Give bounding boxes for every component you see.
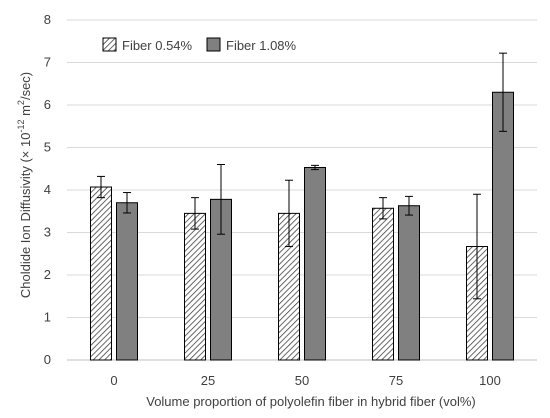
- x-tick-label: 100: [479, 373, 501, 388]
- y-axis-title-prefix: Choldide Ion Diffusivity (× 10: [18, 133, 33, 299]
- x-axis-title: Volume proportion of polyolefin fiber in…: [146, 394, 476, 409]
- bar-fiber-108-50: [304, 166, 326, 361]
- error-bars: [97, 52, 507, 300]
- gridlines: [67, 19, 537, 318]
- y-axis-title-exponent2: 2: [16, 100, 26, 105]
- x-tick-label: 0: [110, 373, 117, 388]
- bar-fiber-108-75: [398, 205, 420, 361]
- y-tick-label: 2: [44, 267, 51, 282]
- x-tick-label: 25: [201, 373, 215, 388]
- y-tick-label: 7: [44, 55, 51, 70]
- legend: Fiber 0.54% Fiber 1.08%: [102, 37, 297, 53]
- y-tick-label: 8: [44, 12, 51, 27]
- y-axis-title-suffix: /sec): [18, 72, 33, 100]
- y-tick-label: 3: [44, 225, 51, 240]
- y-tick-label: 4: [44, 182, 51, 197]
- y-tick-label: 5: [44, 140, 51, 155]
- y-tick-label: 0: [44, 352, 51, 367]
- y-tick-label: 6: [44, 97, 51, 112]
- legend-swatch-fiber-054: [102, 37, 117, 52]
- bar-fiber-108-100: [492, 91, 514, 361]
- legend-label-fiber-054: Fiber 0.54%: [122, 38, 193, 53]
- bar-fiber-054-75: [372, 207, 394, 361]
- y-axis-title-exponent: -12: [16, 120, 26, 133]
- bar-fiber-054-25: [184, 212, 206, 361]
- bar-fiber-108-0: [116, 202, 138, 361]
- x-tick-label: 75: [389, 373, 403, 388]
- y-axis-title-middle: m: [18, 105, 33, 119]
- bars: [90, 91, 514, 361]
- bar-fiber-054-0: [90, 186, 112, 361]
- tick-labels: 0 1 2 3 4 5 6 7 8 0 25 50 75 100: [44, 12, 501, 388]
- x-tick-label: 50: [295, 373, 309, 388]
- legend-label-fiber-108: Fiber 1.08%: [226, 38, 297, 53]
- y-tick-label: 1: [44, 310, 51, 325]
- legend-swatch-fiber-108: [206, 37, 221, 52]
- y-axis-title: Choldide Ion Diffusivity (× 10-12 m2/sec…: [16, 72, 33, 298]
